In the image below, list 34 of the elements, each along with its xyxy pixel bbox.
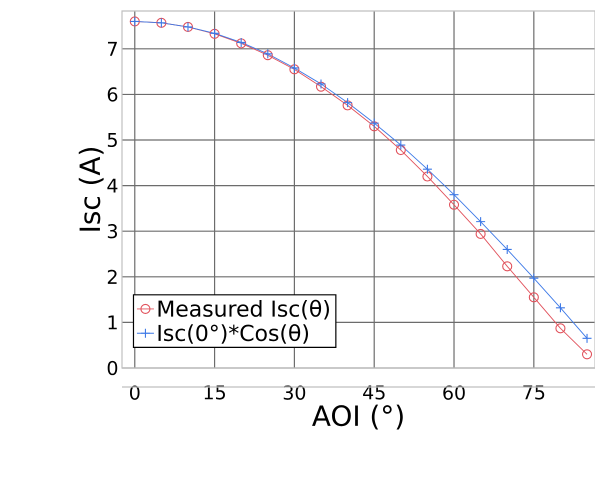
point [555,302,566,313]
point [316,78,326,89]
point [582,333,592,344]
legend-label: Isc(0°)*Cos(θ) [158,324,308,344]
y-tick-label: 6 [108,87,118,102]
y-tick-label: 1 [108,315,117,330]
point [342,100,353,110]
point [342,98,353,108]
point [422,164,432,174]
point [555,323,566,334]
point [476,216,486,227]
y-axis-title: Isc (A) [78,148,104,231]
y-tick-label: 7 [108,42,117,56]
x-axis-title: AOI (°) [312,404,403,430]
y-tick-label: 5 [108,132,117,148]
point [448,190,460,200]
point [528,273,539,284]
y-tick-label: 2 [108,270,117,284]
point [396,140,406,150]
point [422,171,432,182]
point [528,292,539,302]
point [582,349,592,360]
point [369,118,380,128]
point [448,200,460,210]
point [476,228,486,239]
point [502,244,512,254]
point [316,82,326,92]
point [396,145,406,156]
point [369,121,380,132]
y-tick-label: 3 [108,224,117,238]
y-tick-label: 4 [107,178,118,193]
y-tick-label: 0 [108,360,118,376]
legend-label: Measured Isc(θ) [158,300,329,320]
point [502,261,512,272]
